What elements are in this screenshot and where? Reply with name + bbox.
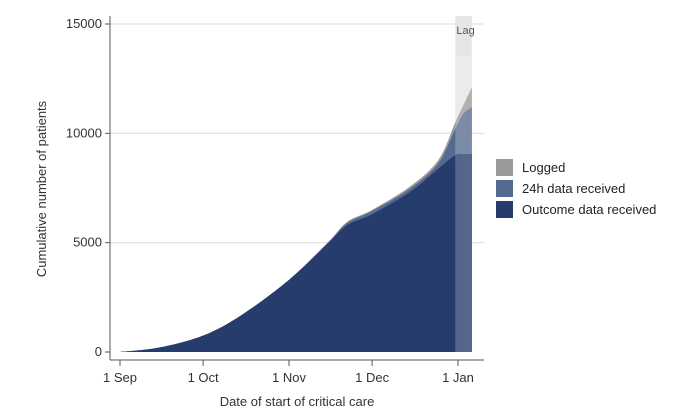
y-tick-label: 15000 [66, 16, 102, 31]
y-tick-label: 5000 [73, 235, 102, 250]
x-tick-labels: 1 Sep 1 Oct 1 Nov 1 Dec 1 Jan [103, 370, 474, 385]
area-series [120, 87, 472, 353]
legend: Logged 24h data received Outcome data rece… [496, 159, 656, 218]
lag-label: Lag [456, 25, 474, 37]
x-tick-label: 1 Dec [355, 370, 389, 385]
area-outcome-data-received [120, 153, 472, 352]
axes [105, 16, 484, 366]
x-tick-label: 1 Jan [442, 370, 474, 385]
x-tick-label: 1 Nov [272, 370, 306, 385]
x-tick-label: 1 Sep [103, 370, 137, 385]
legend-label: 24h data received [522, 181, 625, 196]
y-tick-label: 0 [95, 344, 102, 359]
lag-overlay [455, 56, 472, 352]
legend-label: Outcome data received [522, 202, 656, 217]
x-axis-title: Date of start of critical care [220, 394, 375, 409]
legend-swatch [496, 201, 513, 218]
x-tick-label: 1 Oct [188, 370, 219, 385]
legend-swatch [496, 180, 513, 197]
lag-overlay-rect [455, 56, 472, 352]
legend-swatch [496, 159, 513, 176]
legend-label: Logged [522, 160, 565, 175]
y-tick-labels: 0 5000 10000 15000 [66, 16, 102, 359]
y-axis-title: Cumulative number of patients [34, 100, 49, 277]
y-tick-label: 10000 [66, 125, 102, 140]
